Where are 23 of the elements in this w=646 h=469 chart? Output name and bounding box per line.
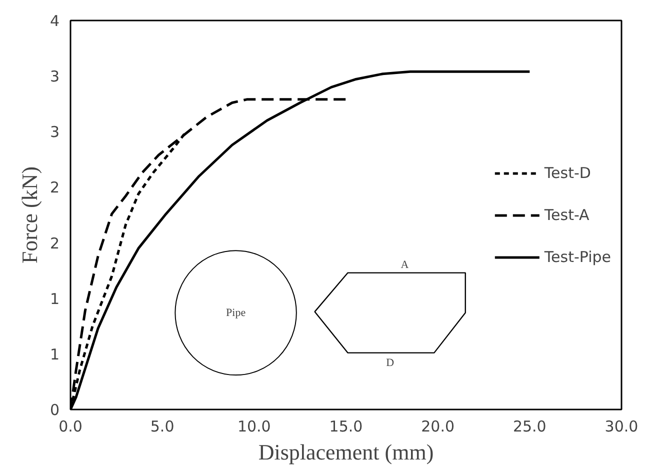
- y-tick-label: 2: [50, 234, 60, 252]
- y-tick-label: 2: [50, 178, 60, 197]
- x-axis-title: Displacement (mm): [258, 440, 434, 464]
- y-tick-label: 0: [50, 401, 60, 419]
- annotation: A: [400, 259, 409, 272]
- x-tick-label: 30.0: [604, 418, 638, 436]
- legend-label: Test-A: [544, 206, 590, 224]
- x-tick-label: 20.0: [421, 418, 455, 436]
- x-tick-label: 10.0: [237, 418, 271, 436]
- annotation: D: [386, 356, 394, 369]
- x-tick-label: 15.0: [329, 418, 363, 436]
- y-tick-label: 1: [50, 345, 60, 364]
- y-tick-label: 3: [50, 123, 60, 142]
- legend-label: Test-D: [544, 164, 591, 182]
- legend-label: Test-Pipe: [544, 248, 611, 266]
- x-tick-label: 0.0: [58, 418, 82, 436]
- x-tick-label: 5.0: [150, 418, 174, 436]
- y-tick-label: 1: [50, 290, 60, 308]
- y-tick-label: 4: [50, 12, 60, 30]
- annotation: Pipe: [226, 306, 246, 319]
- y-axis-title: Force (kN): [16, 166, 42, 264]
- x-tick-label: 25.0: [512, 418, 546, 436]
- y-tick-label: 3: [50, 68, 60, 86]
